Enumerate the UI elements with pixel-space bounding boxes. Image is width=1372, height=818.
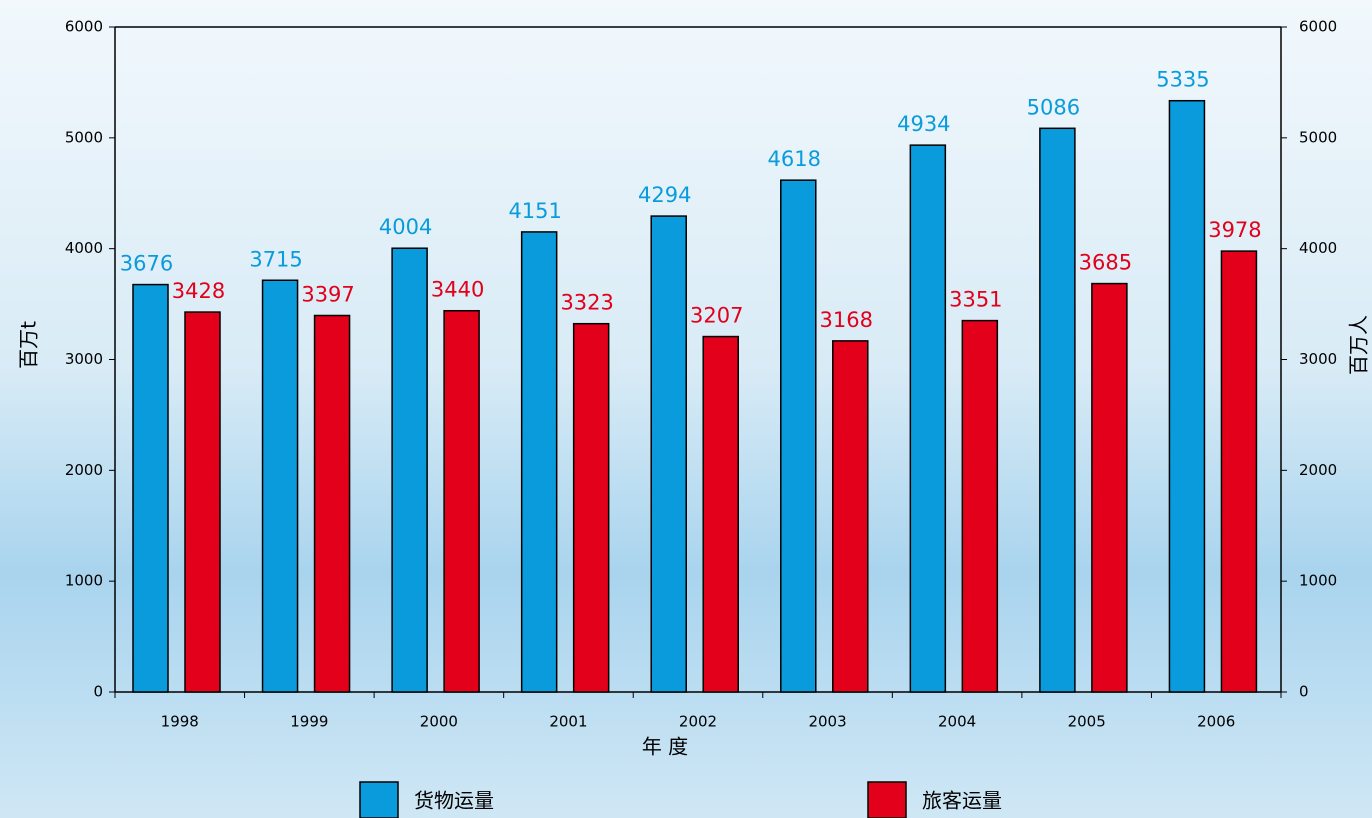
value-label: 4934: [897, 112, 950, 136]
value-label: 3676: [120, 252, 173, 276]
value-label: 4294: [638, 183, 691, 207]
bar: [133, 285, 168, 692]
value-label: 3323: [560, 291, 613, 315]
y2-tick-label: 6000: [1299, 18, 1337, 36]
value-label: 3207: [690, 304, 743, 328]
x-tick-label: 1998: [161, 713, 199, 731]
bar: [910, 145, 945, 692]
y2-tick-label: 2000: [1299, 461, 1337, 479]
value-label: 4151: [508, 199, 561, 223]
bar: [444, 311, 479, 692]
y2-tick-label: 4000: [1299, 239, 1337, 257]
value-label: 4618: [768, 147, 821, 171]
x-axis-label: 年 度: [642, 735, 688, 759]
value-label: 5335: [1156, 68, 1209, 92]
value-label: 3440: [431, 278, 484, 302]
x-tick-label: 2002: [679, 713, 717, 731]
legend-swatch: [360, 782, 398, 818]
y2-tick-label: 0: [1299, 683, 1309, 701]
y-tick-label: 3000: [65, 350, 103, 368]
value-label: 3351: [949, 288, 1002, 312]
y2-axis-label: 百万人: [1347, 315, 1371, 375]
value-label: 3978: [1208, 218, 1261, 242]
page: {"chart_data": {"type": "bar", "categori…: [0, 0, 1372, 818]
x-tick-label: 2000: [420, 713, 458, 731]
bar: [962, 321, 997, 692]
value-label: 5086: [1027, 95, 1080, 119]
bar: [263, 280, 298, 692]
bar: [1092, 284, 1127, 692]
x-tick-label: 2006: [1197, 713, 1235, 731]
value-label: 3428: [172, 279, 225, 303]
bar: [781, 180, 816, 692]
x-tick-label: 2001: [549, 713, 587, 731]
bar: [1040, 128, 1075, 692]
bar: [392, 248, 427, 692]
y-tick-label: 0: [93, 683, 103, 701]
value-label: 3685: [1079, 251, 1132, 275]
y-tick-label: 6000: [65, 18, 103, 36]
bar: [833, 341, 868, 692]
value-label: 3397: [301, 282, 354, 306]
x-tick-label: 1999: [290, 713, 328, 731]
bar: [651, 216, 686, 692]
y-tick-label: 4000: [65, 239, 103, 257]
legend-label: 货物运量: [414, 789, 494, 813]
y-tick-label: 2000: [65, 461, 103, 479]
legend-label: 旅客运量: [922, 789, 1002, 813]
x-tick-label: 2004: [938, 713, 976, 731]
y-tick-label: 1000: [65, 572, 103, 590]
bar: [703, 337, 738, 692]
y-axis-label: 百万t: [17, 321, 41, 369]
bar: [574, 324, 609, 692]
value-label: 3168: [820, 308, 873, 332]
y2-tick-label: 5000: [1299, 128, 1337, 146]
y2-tick-label: 1000: [1299, 572, 1337, 590]
bar: [522, 232, 557, 692]
bar: [185, 312, 220, 692]
legend-swatch: [868, 782, 906, 818]
value-label: 4004: [379, 215, 432, 239]
bar: [1221, 251, 1256, 692]
y-tick-label: 5000: [65, 128, 103, 146]
x-tick-label: 2003: [808, 713, 846, 731]
bar: [315, 315, 350, 692]
bar: [1169, 101, 1204, 692]
chart: 百万t 百万人 年 度 0 1000 2000 3000 4000 5000 6000 0 10…: [0, 0, 1372, 818]
value-label: 3715: [249, 247, 302, 271]
x-tick-label: 2005: [1068, 713, 1106, 731]
y2-tick-label: 3000: [1299, 350, 1337, 368]
